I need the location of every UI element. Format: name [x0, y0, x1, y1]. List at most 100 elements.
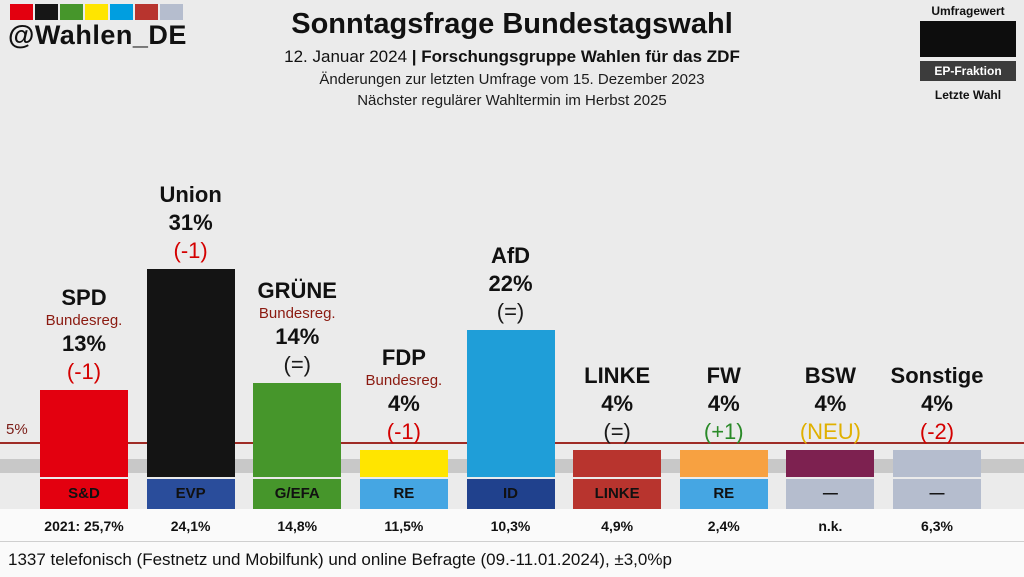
- party-poll-value: 31%: [168, 210, 213, 235]
- party-last-election-value: n.k.: [818, 518, 843, 534]
- logo-square: [10, 4, 33, 20]
- party-change-value: (=): [496, 299, 525, 324]
- party-name: GRÜNE: [257, 278, 337, 303]
- party-name: LINKE: [584, 363, 651, 388]
- chart-columns: SPD Bundesreg. 13% (-1) S&D 2021: 25,7% …: [40, 150, 984, 535]
- party-column: SPD Bundesreg. 13% (-1) S&D 2021: 25,7%: [40, 150, 128, 535]
- legend-fraction-label: EP-Fraktion: [920, 61, 1016, 81]
- party-name: BSW: [804, 363, 857, 388]
- party-poll-value: 4%: [814, 391, 847, 416]
- party-change-value: (-1): [386, 419, 421, 444]
- party-change-value: (+1): [703, 419, 744, 444]
- party-labels: AfD 22% (=): [435, 242, 587, 326]
- party-bar: [573, 450, 662, 477]
- party-labels: LINKE 4% (=): [541, 362, 693, 446]
- party-column: GRÜNE Bundesreg. 14% (=) G/EFA 14,8%: [253, 150, 342, 535]
- chart-legend: Umfragewert EP-Fraktion Letzte Wahl: [920, 4, 1016, 102]
- party-fraction-box: RE: [359, 479, 448, 509]
- party-name: AfD: [490, 243, 531, 268]
- logo-square: [135, 4, 158, 20]
- party-fraction-box: RE: [679, 479, 768, 509]
- party-last-election-value: 11,5%: [384, 518, 424, 534]
- party-bar: [146, 269, 235, 477]
- party-poll-value: 13%: [61, 331, 107, 356]
- logo-square: [60, 4, 83, 20]
- five-percent-threshold-label: 5%: [6, 421, 28, 438]
- party-poll-value: 4%: [387, 391, 420, 416]
- party-change-value: (=): [603, 419, 631, 444]
- party-bar: [786, 450, 875, 477]
- legend-poll-label: Umfragewert: [931, 4, 1005, 18]
- party-change-value: (-2): [919, 419, 955, 444]
- party-poll-value: 4%: [601, 391, 634, 416]
- party-change-value: (=): [283, 352, 312, 377]
- party-name: FDP: [381, 345, 426, 370]
- party-poll-value: 22%: [488, 271, 533, 296]
- footnote: 1337 telefonisch (Festnetz und Mobilfunk…: [8, 550, 672, 569]
- party-fraction-box: EVP: [146, 479, 235, 509]
- party-fraction-box: LINKE: [573, 479, 662, 509]
- party-change-value: (-1): [66, 359, 102, 384]
- party-bar: [466, 330, 555, 477]
- party-last-election-value: 2,4%: [707, 518, 740, 534]
- logo-square: [110, 4, 133, 20]
- logo-squares: [10, 4, 183, 20]
- party-column: Sonstige 4% (-2) — 6,3%: [891, 150, 984, 535]
- footer-divider: [0, 541, 1024, 542]
- party-labels: FW 4% (+1): [648, 362, 800, 446]
- party-name: SPD: [61, 285, 107, 310]
- party-fraction-box: ID: [466, 479, 555, 509]
- party-fraction-box: —: [893, 479, 981, 509]
- party-column: FW 4% (+1) RE 2,4%: [679, 150, 768, 535]
- subtitle-date: 12. Januar 2024: [284, 47, 412, 66]
- party-column: Union 31% (-1) EVP 24,1%: [146, 150, 235, 535]
- party-labels: FDP Bundesreg. 4% (-1): [328, 344, 480, 446]
- account-handle: @Wahlen_DE: [8, 20, 187, 50]
- legend-poll-swatch: [920, 21, 1016, 57]
- party-fraction-box: S&D: [40, 479, 128, 509]
- party-name: Sonstige: [890, 363, 984, 388]
- party-last-election-value: 4,9%: [601, 518, 634, 534]
- party-last-election-value: 14,8%: [277, 518, 318, 534]
- party-bar: [359, 450, 448, 477]
- party-poll-value: 4%: [707, 391, 740, 416]
- subtitle-next-election: Nächster regulärer Wahltermin im Herbst …: [357, 92, 667, 109]
- party-last-election-value: 24,1%: [170, 518, 211, 534]
- page-title: Sonntagsfrage Bundestagswahl: [291, 8, 733, 40]
- party-name: Union: [159, 182, 222, 207]
- party-column: AfD 22% (=) ID 10,3%: [466, 150, 555, 535]
- party-column: BSW 4% (NEU) — n.k.: [786, 150, 875, 535]
- party-column: FDP Bundesreg. 4% (-1) RE 11,5%: [359, 150, 448, 535]
- party-last-election-value: 2021: 25,7%: [44, 518, 124, 534]
- party-labels: SPD Bundesreg. 13% (-1): [8, 284, 160, 386]
- party-last-election-value: 6,3%: [921, 518, 953, 534]
- title-block: Sonntagsfrage Bundestagswahl 12. Januar …: [190, 8, 834, 109]
- party-change-value: (-1): [173, 238, 208, 263]
- party-poll-value: 4%: [921, 391, 953, 416]
- party-gov-label: Bundesreg.: [258, 305, 336, 322]
- party-bar: [253, 383, 342, 477]
- party-bar: [40, 390, 128, 477]
- party-labels: BSW 4% (NEU): [754, 362, 906, 446]
- party-fraction-box: G/EFA: [253, 479, 342, 509]
- party-column: LINKE 4% (=) LINKE 4,9%: [573, 150, 662, 535]
- logo-square: [160, 4, 183, 20]
- party-bar: [893, 450, 981, 477]
- party-poll-value: 14%: [275, 324, 320, 349]
- logo-square: [85, 4, 108, 20]
- subtitle-date-source: 12. Januar 2024 | Forschungsgruppe Wahle…: [190, 47, 834, 67]
- party-labels: GRÜNE Bundesreg. 14% (=): [221, 277, 373, 379]
- subtitle-changes-note: Änderungen zur letzten Umfrage vom 15. D…: [319, 71, 705, 88]
- party-fraction-box: —: [786, 479, 875, 509]
- legend-last-election-label: Letzte Wahl: [934, 88, 1002, 102]
- party-name: FW: [706, 363, 741, 388]
- party-labels: Union 31% (-1): [115, 181, 267, 265]
- party-change-value: (NEU): [799, 419, 861, 444]
- party-last-election-value: 10,3%: [490, 518, 531, 534]
- subtitle-source: | Forschungsgruppe Wahlen für das ZDF: [411, 47, 740, 66]
- party-gov-label: Bundesreg.: [365, 372, 443, 389]
- party-bar: [679, 450, 768, 477]
- bottom-strip: [0, 509, 1024, 577]
- party-gov-label: Bundesreg.: [45, 312, 123, 329]
